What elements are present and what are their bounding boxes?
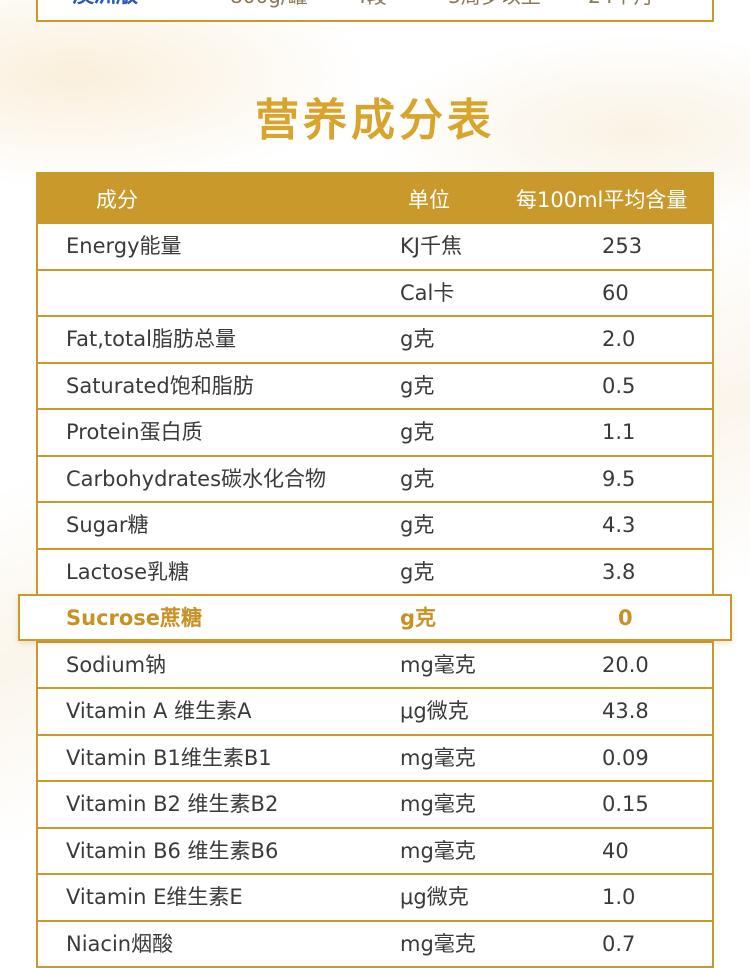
nutrient-value: 60 <box>602 280 629 305</box>
nutrient-value: 4.3 <box>602 513 636 537</box>
nutrient-name: Sucrose蔗糖 <box>66 606 203 630</box>
nutrient-value: 1.1 <box>602 420 636 444</box>
nutrient-value: 2.0 <box>602 327 636 351</box>
table-header: 成分 单位 每100ml平均含量 <box>38 174 712 222</box>
header-amount: 每100ml平均含量 <box>516 188 688 212</box>
nutrient-unit: g克 <box>400 606 437 630</box>
table-row: Energy能量 KJ千焦 253 <box>38 222 712 269</box>
nutrition-table: 成分 单位 每100ml平均含量 Energy能量 KJ千焦 253 Cal卡 … <box>18 172 732 968</box>
header-ingredient: 成分 <box>96 188 138 212</box>
table-row: Vitamin B2 维生素B2 mg毫克 0.15 <box>38 780 712 827</box>
nutrient-unit: mg毫克 <box>400 792 476 816</box>
table-row: Cal卡 60 <box>38 268 712 316</box>
nutrient-name: Niacin烟酸 <box>66 931 174 956</box>
nutrient-name: Lactose乳糖 <box>66 559 190 584</box>
table-row: Niacin烟酸 mg毫克 0.7 <box>38 919 712 967</box>
nutrient-unit: mg毫克 <box>400 838 476 863</box>
table-row: Vitamin E维生素E μg微克 1.0 <box>38 873 712 920</box>
nutrient-value: 0.09 <box>602 745 649 770</box>
nutrient-name: Protein蛋白质 <box>66 420 203 444</box>
nutrient-name: Energy能量 <box>66 234 182 258</box>
nutrient-value: 0.7 <box>602 931 636 956</box>
nutrient-name: Vitamin B6 维生素B6 <box>66 838 279 863</box>
nutrient-value: 0 <box>618 606 633 630</box>
table-row: Protein蛋白质 g克 1.1 <box>38 408 712 455</box>
nutrient-unit: g克 <box>400 327 435 351</box>
table-row: Lactose乳糖 g克 3.8 <box>38 547 712 595</box>
nutrient-value: 1.0 <box>602 885 636 909</box>
nutrient-unit: g克 <box>400 513 435 537</box>
table-row: Sugar糖 g克 4.3 <box>38 501 712 548</box>
nutrient-unit: μg微克 <box>400 885 469 909</box>
nutrient-name: Carbohydrates碳水化合物 <box>66 466 327 491</box>
nutrient-value: 3.8 <box>602 559 636 584</box>
age-value: 3周岁以上 <box>448 0 541 14</box>
table-row: Vitamin A 维生素A μg微克 43.8 <box>38 687 712 734</box>
highlighted-table-row: Sucrose蔗糖 g克 0 <box>18 594 732 641</box>
nutrient-unit: μg微克 <box>400 699 469 723</box>
table-row: Saturated饱和脂肪 g克 0.5 <box>38 361 712 409</box>
nutrient-name: Vitamin B1维生素B1 <box>66 745 272 770</box>
nutrient-value: 253 <box>602 234 643 258</box>
section-title: 营养成分表 <box>255 95 495 146</box>
nutrient-value: 40 <box>602 838 629 863</box>
table-row: Carbohydrates碳水化合物 g克 9.5 <box>38 454 712 502</box>
nutrient-unit: Cal卡 <box>400 280 455 305</box>
stage-value: 4段 <box>354 0 387 14</box>
nutrient-unit: KJ千焦 <box>400 234 462 258</box>
table-row: Vitamin B6 维生素B6 mg毫克 40 <box>38 826 712 874</box>
nutrient-name: Sodium钠 <box>66 652 167 677</box>
table-row: Vitamin B1维生素B1 mg毫克 0.09 <box>38 733 712 781</box>
nutrient-name: Vitamin A 维生素A <box>66 699 252 723</box>
nutrient-unit: g克 <box>400 466 435 491</box>
nutrient-name: Vitamin E维生素E <box>66 885 243 909</box>
header-unit: 单位 <box>408 188 450 212</box>
nutrient-unit: mg毫克 <box>400 652 476 677</box>
nutrient-name: Vitamin B2 维生素B2 <box>66 792 279 816</box>
nutrient-value: 0.15 <box>602 792 649 816</box>
product-spec-row: 澳洲版 800g/罐 4段 3周岁以上 24个月 <box>38 0 712 14</box>
nutrient-value: 20.0 <box>602 652 649 677</box>
nutrient-unit: g克 <box>400 420 435 444</box>
weight-value: 800g/罐 <box>230 0 308 14</box>
nutrient-name: Saturated饱和脂肪 <box>66 373 254 398</box>
shelf-life-value: 24个月 <box>588 0 653 14</box>
nutrient-unit: g克 <box>400 373 435 398</box>
nutrient-value: 0.5 <box>602 373 636 398</box>
nutrient-unit: mg毫克 <box>400 745 476 770</box>
nutrient-unit: g克 <box>400 559 435 584</box>
table-row: Fat,total脂肪总量 g克 2.0 <box>38 315 712 362</box>
table-row: Sodium钠 mg毫克 20.0 <box>38 640 712 688</box>
nutrient-name: Sugar糖 <box>66 513 149 537</box>
brand-edition: 澳洲版 <box>72 0 138 14</box>
nutrient-value: 9.5 <box>602 466 636 491</box>
nutrient-name: Fat,total脂肪总量 <box>66 327 236 351</box>
product-spec-table: 澳洲版 800g/罐 4段 3周岁以上 24个月 <box>36 0 714 22</box>
nutrient-value: 43.8 <box>602 699 649 723</box>
nutrient-unit: mg毫克 <box>400 931 476 956</box>
